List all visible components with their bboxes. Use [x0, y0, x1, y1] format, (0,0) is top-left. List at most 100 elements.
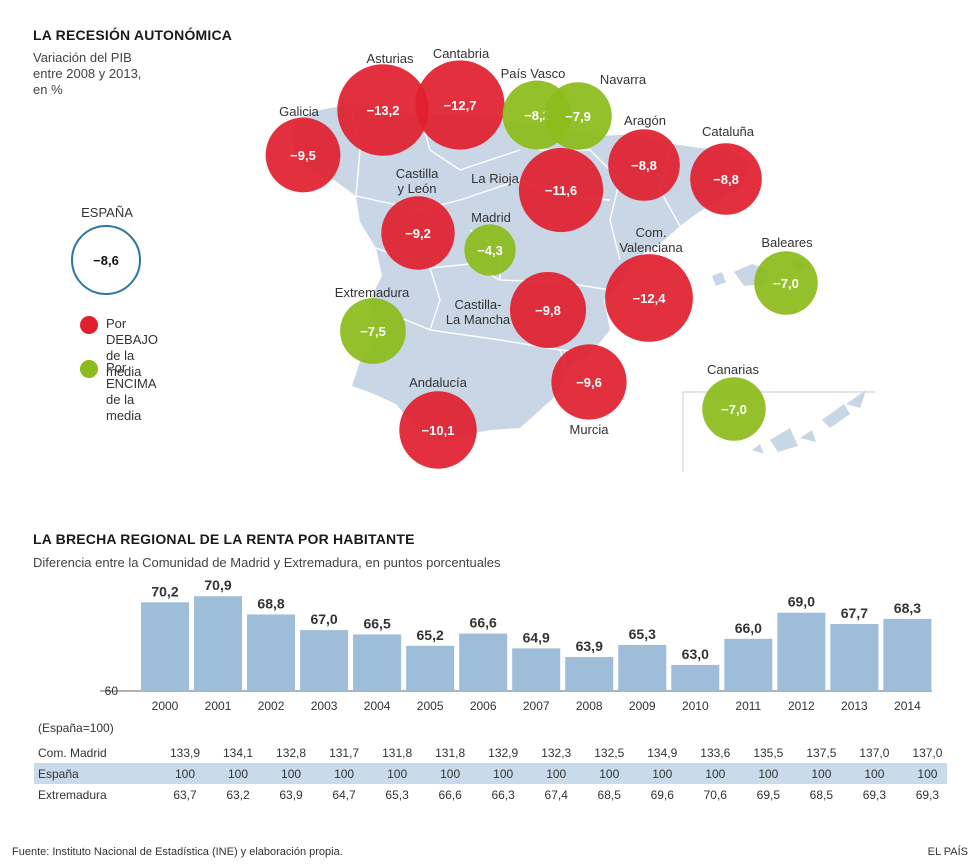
table-cell: 100: [493, 767, 514, 781]
table-row: Com. Madrid 133,9 134,1 132,8 131,7 131,8 131,…: [34, 742, 947, 763]
bubble-value-madrid: −4,3: [477, 243, 503, 258]
table-cell: 100: [599, 767, 620, 781]
x-tick-label: 2001: [205, 699, 232, 713]
table-cell: 100: [440, 767, 461, 781]
table-cell: 69,5: [756, 788, 780, 802]
region-label-canarias: Canarias: [692, 362, 774, 377]
region-label-line: Castilla: [395, 166, 439, 181]
table-row: España 100 100 100 100 100 100 100 100 100 100 100 1…: [34, 763, 947, 784]
region-label-line: Valenciana: [619, 240, 683, 255]
table-cell: 100: [174, 767, 196, 781]
table-cell: 64,7: [332, 788, 356, 802]
bar-title: LA BRECHA REGIONAL DE LA RENTA POR HABIT…: [33, 531, 415, 547]
table-cell: 132,9: [488, 746, 519, 760]
x-tick-label: 2012: [788, 699, 815, 713]
map-subtitle-line: en %: [33, 82, 63, 97]
x-tick-label: 2003: [311, 699, 338, 713]
source-note: Fuente: Instituto Nacional de Estadístic…: [12, 846, 343, 858]
table-cell: 100: [917, 767, 938, 781]
bar-value-label: 66,5: [363, 615, 390, 631]
bar-value-label: 64,9: [523, 629, 550, 645]
x-tick-label: 2008: [576, 699, 603, 713]
table-cell: 63,9: [279, 788, 303, 802]
region-label-cataluna: Cataluña: [687, 124, 769, 139]
bar-value-label: 66,6: [470, 615, 497, 631]
x-tick-label: 2013: [841, 699, 868, 713]
region-label-line: Andalucía: [409, 375, 467, 390]
legend-dot-above: [80, 360, 98, 378]
table-cell: 69,6: [650, 788, 674, 802]
bubble-castilla-leon: [381, 196, 455, 270]
bar-2013: [830, 624, 879, 691]
bar-value-label: 68,3: [894, 600, 921, 616]
table-row-label: Extremadura: [38, 788, 107, 802]
bar-2001: [194, 596, 243, 691]
region-label-line: Baleares: [761, 235, 813, 250]
table-cell: 70,6: [703, 788, 727, 802]
bar-2009: [618, 644, 667, 691]
table-cell: 137,5: [806, 746, 837, 760]
table-cell: 133,6: [700, 746, 731, 760]
region-label-castilla-la-mancha: Castilla- La Mancha: [432, 297, 524, 327]
bubble-com-valenciana: [605, 254, 693, 342]
table-cell: 63,2: [226, 788, 250, 802]
region-label-pais-vasco: País Vasco: [492, 66, 574, 81]
region-label-galicia: Galicia: [258, 104, 340, 119]
region-label-asturias: Asturias: [349, 51, 431, 66]
baleares-shape: [712, 272, 726, 286]
bar-value-label: 69,0: [788, 594, 815, 610]
bar-subtitle: Diferencia entre la Comunidad de Madrid …: [33, 555, 501, 570]
table-row: Extremadura 63,7 63,2 63,9 64,7 65,3 66,6 66,3 6…: [34, 784, 947, 805]
table-cell: 69,3: [862, 788, 887, 802]
y-tick-label: 60: [105, 684, 119, 698]
region-label-murcia: Murcia: [548, 422, 630, 437]
bubble-value-la-rioja: −11,6: [545, 183, 577, 198]
x-tick-label: 2010: [682, 699, 709, 713]
table-cell: 68,5: [809, 788, 834, 802]
region-label-com-valenciana: Com. Valenciana: [610, 225, 692, 255]
table-cell: 66,3: [491, 788, 515, 802]
legend-label: de la media: [106, 348, 142, 379]
table-cell: 137,0: [859, 746, 890, 760]
region-label-line: La Mancha: [445, 312, 511, 327]
bar-2006: [459, 633, 508, 691]
bubble-navarra: [544, 82, 612, 150]
table-cell: 69,3: [915, 788, 940, 802]
bar-value-label: 67,7: [841, 605, 868, 621]
bar-value-label: 66,0: [735, 620, 762, 636]
table-cell: 67,4: [544, 788, 568, 802]
table-cell: 100: [652, 767, 673, 781]
bar-2012: [777, 612, 826, 691]
bubble-value-aragon: −8,8: [631, 158, 657, 173]
table-cell: 133,9: [169, 746, 201, 760]
x-tick-label: 2007: [523, 699, 550, 713]
national-label: ESPAÑA: [81, 205, 133, 220]
table-cell: 135,5: [753, 746, 784, 760]
table-cell: 131,7: [329, 746, 360, 760]
bubble-cantabria: [415, 60, 505, 150]
bar-value-label: 65,3: [629, 626, 656, 642]
table-row-label: Com. Madrid: [38, 746, 107, 760]
table-cell: 68,5: [597, 788, 621, 802]
bar-2007: [512, 648, 561, 691]
map-title: LA RECESIÓN AUTONÓMICA: [33, 27, 233, 43]
region-label-andalucia: Andalucía: [397, 375, 479, 390]
bar-value-label: 70,9: [204, 580, 231, 593]
table-cell: 132,8: [276, 746, 307, 760]
legend-label: de la media: [106, 392, 142, 423]
x-tick-label: 2009: [629, 699, 656, 713]
bubble-canarias: [702, 377, 766, 441]
region-label-line: Asturias: [366, 51, 414, 66]
region-label-aragon: Aragón: [604, 113, 686, 128]
bar-value-label: 63,9: [576, 638, 603, 654]
bar-2002: [247, 614, 296, 691]
bar-2003: [300, 630, 349, 691]
bubble-value-cantabria: −12,7: [444, 98, 477, 113]
region-label-line: Com.: [635, 225, 667, 240]
bubble-galicia: [265, 117, 341, 193]
table-cell: 100: [546, 767, 567, 781]
bubble-value-castilla-leon: −9,2: [405, 226, 431, 241]
legend-label: Por ENCIMA: [106, 360, 157, 391]
bar-2005: [406, 645, 455, 691]
table-cell: 137,0: [912, 746, 943, 760]
